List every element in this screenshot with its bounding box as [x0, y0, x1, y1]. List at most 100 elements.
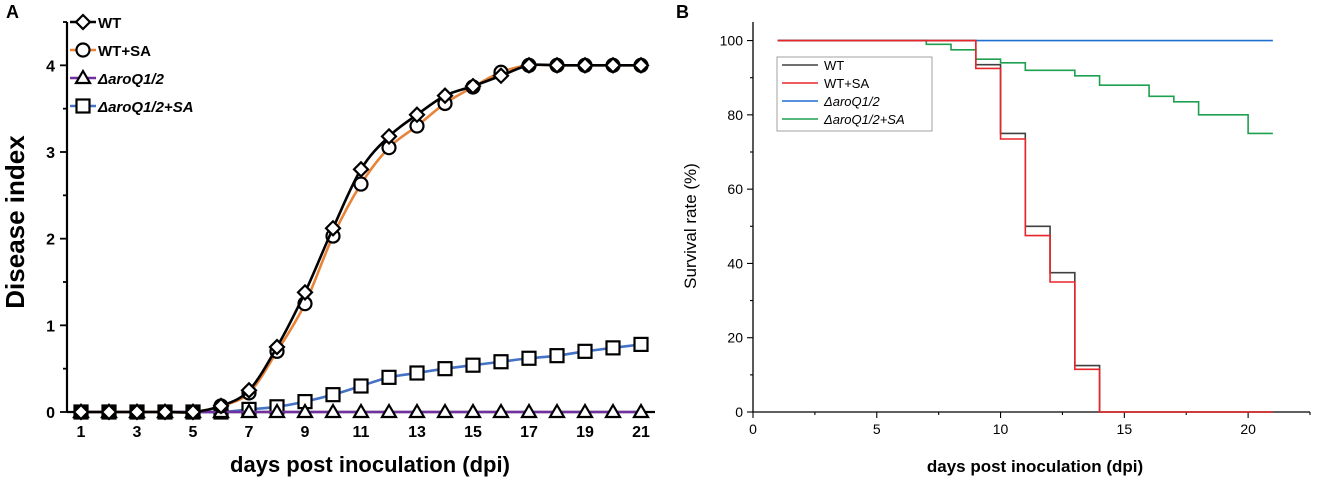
panel-b-legend: WT WT+SA ΔaroQ1/2 ΔaroQ1/2+SA: [776, 56, 933, 132]
panel-a-data-point: [464, 402, 482, 419]
panel-a-data-point: [156, 403, 174, 421]
panel-a-x-tick-label: 7: [245, 424, 254, 441]
panel-b-legend-item-wt-sa: WT+SA: [782, 76, 869, 91]
panel-a-legend-item-wt-sa: WT+SA: [70, 42, 151, 60]
panel-a-data-point: [128, 403, 146, 421]
panel-a-data-point: [409, 365, 425, 381]
panel-b-x-tick-label: 0: [749, 421, 757, 437]
panel-a-data-point: [605, 340, 621, 356]
panel-b: B 0 5 10 15 20 0 20 40 60 80 100 days post inocul…: [676, 2, 1311, 476]
panel-a-series: [72, 56, 650, 421]
panel-a-x-tick-label: 21: [632, 424, 650, 441]
panel-a-data-point: [548, 402, 566, 419]
panel-a-x-tick-label: 1: [77, 424, 86, 441]
panel-a-legend-marker: [75, 98, 91, 114]
panel-a-legend-item-wt: WT: [70, 13, 121, 32]
panel-b-x-tick-label: 15: [1117, 421, 1133, 437]
panel-a-data-point: [576, 402, 594, 419]
panel-a-data-point: [465, 357, 481, 373]
panel-a-y-tick-label: 4: [46, 58, 55, 75]
panel-b-y-tick-label: 100: [720, 33, 744, 49]
panel-a-y-tick-label: 1: [46, 318, 55, 335]
panel-a-data-point: [324, 219, 342, 237]
panel-b-series: [777, 39, 1273, 413]
panel-a-data-point: [100, 403, 118, 421]
panel-a-data-point: [72, 403, 90, 421]
panel-b-y-tick-label: 0: [735, 404, 743, 420]
panel-a-data-point: [436, 402, 454, 419]
panel-a-data-point: [184, 403, 202, 421]
panel-a-x-tick-label: 19: [576, 424, 594, 441]
panel-b-series-wt-sa: [777, 39, 1273, 413]
panel-b-y-tick-label: 20: [727, 330, 743, 346]
panel-a-legend-label: WT+SA: [98, 43, 151, 60]
panel-a-data-point: [352, 160, 370, 178]
panel-a-data-point: [520, 402, 538, 419]
panel-a-data-point: [492, 67, 510, 85]
panel-a-data-point: [381, 369, 397, 385]
panel-a-data-point: [324, 402, 342, 419]
panel-a-data-point: [353, 378, 369, 394]
panel-a-x-axis-label: days post inoculation (dpi): [230, 452, 510, 477]
panel-a-data-point: [240, 402, 258, 419]
panel-a-data-point: [604, 56, 622, 74]
panel-a-y-tick-label: 2: [46, 232, 55, 249]
panel-a-data-point: [325, 387, 341, 403]
panel-b-series-wt: [777, 39, 1273, 413]
panel-b-x-tick-label: 10: [993, 421, 1009, 437]
panel-a-legend-item-aroq: ΔaroQ1/2: [70, 68, 165, 88]
panel-a-data-point: [493, 354, 509, 370]
panel-a-x-tick-label: 13: [408, 424, 426, 441]
panel-a-data-point: [632, 402, 650, 419]
panel-a-data-point: [352, 402, 370, 419]
panel-a-data-point: [212, 397, 230, 415]
panel-a-data-point: [521, 350, 537, 366]
panel-a-x-tick-label: 3: [133, 424, 142, 441]
panel-b-legend-item-aroq: ΔaroQ1/2: [782, 94, 880, 109]
panel-b-x-ticks: 0 5 10 15 20: [749, 412, 1311, 437]
panel-a-label: A: [6, 2, 19, 22]
panel-a-data-point: [268, 338, 286, 356]
panel-a-data-point: [380, 402, 398, 419]
panel-a-data-point: [604, 402, 622, 419]
panel-a-data-point: [437, 361, 453, 377]
panel-a-data-point: [577, 343, 593, 359]
panel-a-data-point: [408, 106, 426, 124]
panel-b-y-axis-label: Survival rate (%): [681, 163, 700, 289]
panel-a-x-tick-label: 15: [464, 424, 482, 441]
panel-a-legend-marker: [75, 42, 91, 58]
panel-a-legend-marker: [74, 68, 92, 85]
panel-b-legend-label: WT: [824, 58, 844, 73]
panel-a-y-tick-label: 3: [46, 145, 55, 162]
panel-a-data-point: [576, 56, 594, 74]
panel-a-data-point: [240, 381, 258, 399]
panel-a-series-wt: [72, 56, 650, 421]
panel-a-data-point: [296, 283, 314, 301]
panel-a-x-tick-label: 11: [353, 424, 370, 441]
panel-a-data-point: [436, 87, 454, 105]
panel-a-legend-label: ΔaroQ1/2: [97, 71, 165, 88]
panel-b-y-ticks: 0 20 40 60 80 100: [720, 33, 753, 420]
panel-a-data-point: [520, 56, 538, 74]
panel-b-x-tick-label: 5: [873, 421, 881, 437]
panel-b-y-tick-label: 40: [727, 255, 743, 271]
panel-a-y-tick-label: 0: [46, 405, 55, 422]
panel-a-data-point: [408, 402, 426, 419]
panel-b-legend-label: ΔaroQ1/2: [823, 94, 880, 109]
panel-a-data-point: [296, 402, 314, 419]
panel-b-x-axis-label: days post inoculation (dpi): [927, 457, 1143, 476]
panel-a-x-tick-label: 9: [301, 424, 310, 441]
panel-b-legend-item-wt: WT: [782, 58, 844, 73]
panel-a-data-point: [549, 348, 565, 364]
panel-b-legend-label: WT+SA: [824, 76, 869, 91]
panel-b-y-tick-label: 60: [727, 181, 743, 197]
panel-a-legend-item-aroq-sa: ΔaroQ1/2+SA: [70, 98, 194, 116]
panel-a-data-point: [632, 56, 650, 74]
panel-a-data-point: [492, 402, 510, 419]
panel-a-legend-marker: [74, 13, 92, 31]
panel-b-y-tick-label: 80: [727, 107, 743, 123]
panel-b-series-aroq1-2-sa: [777, 39, 1273, 135]
panel-a-data-point: [548, 56, 566, 74]
